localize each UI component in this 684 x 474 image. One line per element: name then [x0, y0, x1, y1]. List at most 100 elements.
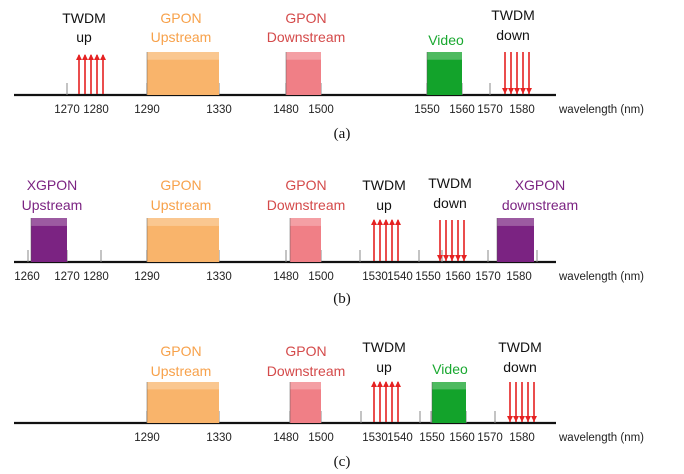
tick-label: 1500: [308, 104, 334, 116]
gpon-upstream-label: Upstream: [151, 197, 212, 213]
diagram-c: 1290 1330 1480 1500 1530 1540 1550 1560 1570 1580…: [14, 339, 644, 470]
arrow-down-icon: [502, 88, 508, 94]
tick-label: 1500: [308, 271, 334, 283]
gpon-upstream-label: Upstream: [151, 29, 212, 45]
tick-label: 1500: [308, 432, 334, 444]
wavelength-label: wavelength (nm): [558, 271, 644, 283]
gpon-downstream-box: [290, 382, 321, 423]
twdm-down-band: TWDM down: [428, 175, 472, 261]
arrow-up-icon: [82, 54, 88, 60]
twdm-down-band: TWDM down: [491, 7, 535, 94]
twdm-down-label: TWDM: [428, 175, 472, 191]
twdm-up-label: TWDM: [362, 177, 406, 193]
arrow-down-icon: [455, 255, 461, 261]
tick-label: 1270: [54, 271, 80, 283]
arrow-down-icon: [525, 416, 531, 422]
tick-label: 1570: [475, 271, 501, 283]
tick-label: 1330: [206, 432, 232, 444]
tick-label: 1290: [134, 271, 160, 283]
arrow-down-icon: [520, 88, 526, 94]
box-highlight: [497, 218, 534, 226]
arrow-up-icon: [88, 54, 94, 60]
arrow-down-icon: [526, 88, 532, 94]
arrow-up-icon: [395, 219, 401, 225]
diagram-b: 1260 1270 1280 1290 1330 1480 1500 1530 1540 1550…: [14, 175, 644, 307]
twdm-up-label: TWDM: [62, 10, 106, 26]
tick-label: 1270: [54, 104, 80, 116]
gpon-upstream-box: [147, 52, 219, 95]
tick-label: 1560: [449, 104, 475, 116]
tick-label: 1330: [206, 271, 232, 283]
box-highlight: [31, 218, 67, 226]
xgpon-upstream-band: XGPON Upstream: [22, 177, 82, 262]
gpon-upstream-label: Upstream: [151, 363, 212, 379]
box-highlight: [147, 382, 219, 390]
figure-caption: (a): [334, 126, 351, 142]
arrow-up-icon: [76, 54, 82, 60]
gpon-upstream-band: GPON Upstream: [146, 177, 219, 262]
tick-label: 1480: [273, 432, 299, 444]
box-highlight: [147, 218, 219, 226]
gpon-downstream-label: GPON: [285, 10, 326, 26]
twdm-up-label: TWDM: [362, 339, 406, 355]
arrow-up-icon: [383, 381, 389, 387]
gpon-downstream-label: GPON: [285, 177, 326, 193]
twdm-up-band: TWDM up: [362, 177, 406, 261]
tick-label: 1530: [362, 432, 388, 444]
arrow-up-icon: [383, 219, 389, 225]
wavelength-label: wavelength (nm): [558, 104, 644, 116]
arrow-up-icon: [389, 381, 395, 387]
arrow-down-icon: [514, 88, 520, 94]
twdm-down-label: TWDM: [491, 7, 535, 23]
tick-label: 1290: [134, 104, 160, 116]
gpon-upstream-band: GPON Upstream: [146, 10, 219, 95]
tick-label: 1570: [477, 432, 503, 444]
arrow-down-icon: [507, 416, 513, 422]
twdm-down-label: down: [496, 27, 529, 43]
arrow-down-icon: [449, 255, 455, 261]
gpon-downstream-box: [286, 52, 321, 95]
tick-label: 1580: [506, 271, 532, 283]
arrow-up-icon: [377, 381, 383, 387]
gpon-downstream-label: Downstream: [267, 363, 346, 379]
arrow-up-icon: [94, 54, 100, 60]
gpon-upstream-box: [147, 218, 219, 262]
gpon-downstream-band: GPON Downstream: [267, 177, 346, 262]
arrow-up-icon: [371, 381, 377, 387]
tick-label: 1580: [509, 432, 535, 444]
tick-label: 1280: [83, 271, 109, 283]
xgpon-upstream-label: XGPON: [27, 177, 78, 193]
gpon-upstream-label: GPON: [160, 343, 201, 359]
video-label: Video: [428, 32, 464, 48]
twdm-down-label: down: [503, 359, 536, 375]
box-highlight: [286, 52, 321, 60]
tick-label: 1330: [206, 104, 232, 116]
gpon-downstream-label: Downstream: [267, 29, 346, 45]
twdm-down-label: TWDM: [498, 339, 542, 355]
arrow-down-icon: [519, 416, 525, 422]
gpon-upstream-band: GPON Upstream: [146, 343, 219, 423]
arrow-up-icon: [395, 381, 401, 387]
tick-label: 1290: [134, 432, 160, 444]
video-band: Video: [426, 32, 464, 95]
gpon-upstream-label: GPON: [160, 10, 201, 26]
arrow-down-icon: [531, 416, 537, 422]
arrow-up-icon: [100, 54, 106, 60]
gpon-downstream-label: Downstream: [267, 197, 346, 213]
gpon-downstream-band: GPON Downstream: [267, 343, 346, 423]
box-highlight: [147, 52, 219, 60]
figure-caption: (c): [334, 454, 351, 470]
tick-label: 1580: [509, 104, 535, 116]
arrow-down-icon: [461, 255, 467, 261]
xgpon-downstream-band: XGPON downstream: [496, 177, 578, 262]
arrow-down-icon: [437, 255, 443, 261]
tick-label: 1530: [362, 271, 388, 283]
tick-label: 1280: [83, 104, 109, 116]
twdm-up-label: up: [376, 359, 392, 375]
tick-label: 1540: [387, 432, 413, 444]
tick-label: 1560: [449, 432, 475, 444]
twdm-up-band: TWDM up: [62, 10, 106, 94]
arrow-up-icon: [389, 219, 395, 225]
figure-caption: (b): [333, 291, 351, 307]
